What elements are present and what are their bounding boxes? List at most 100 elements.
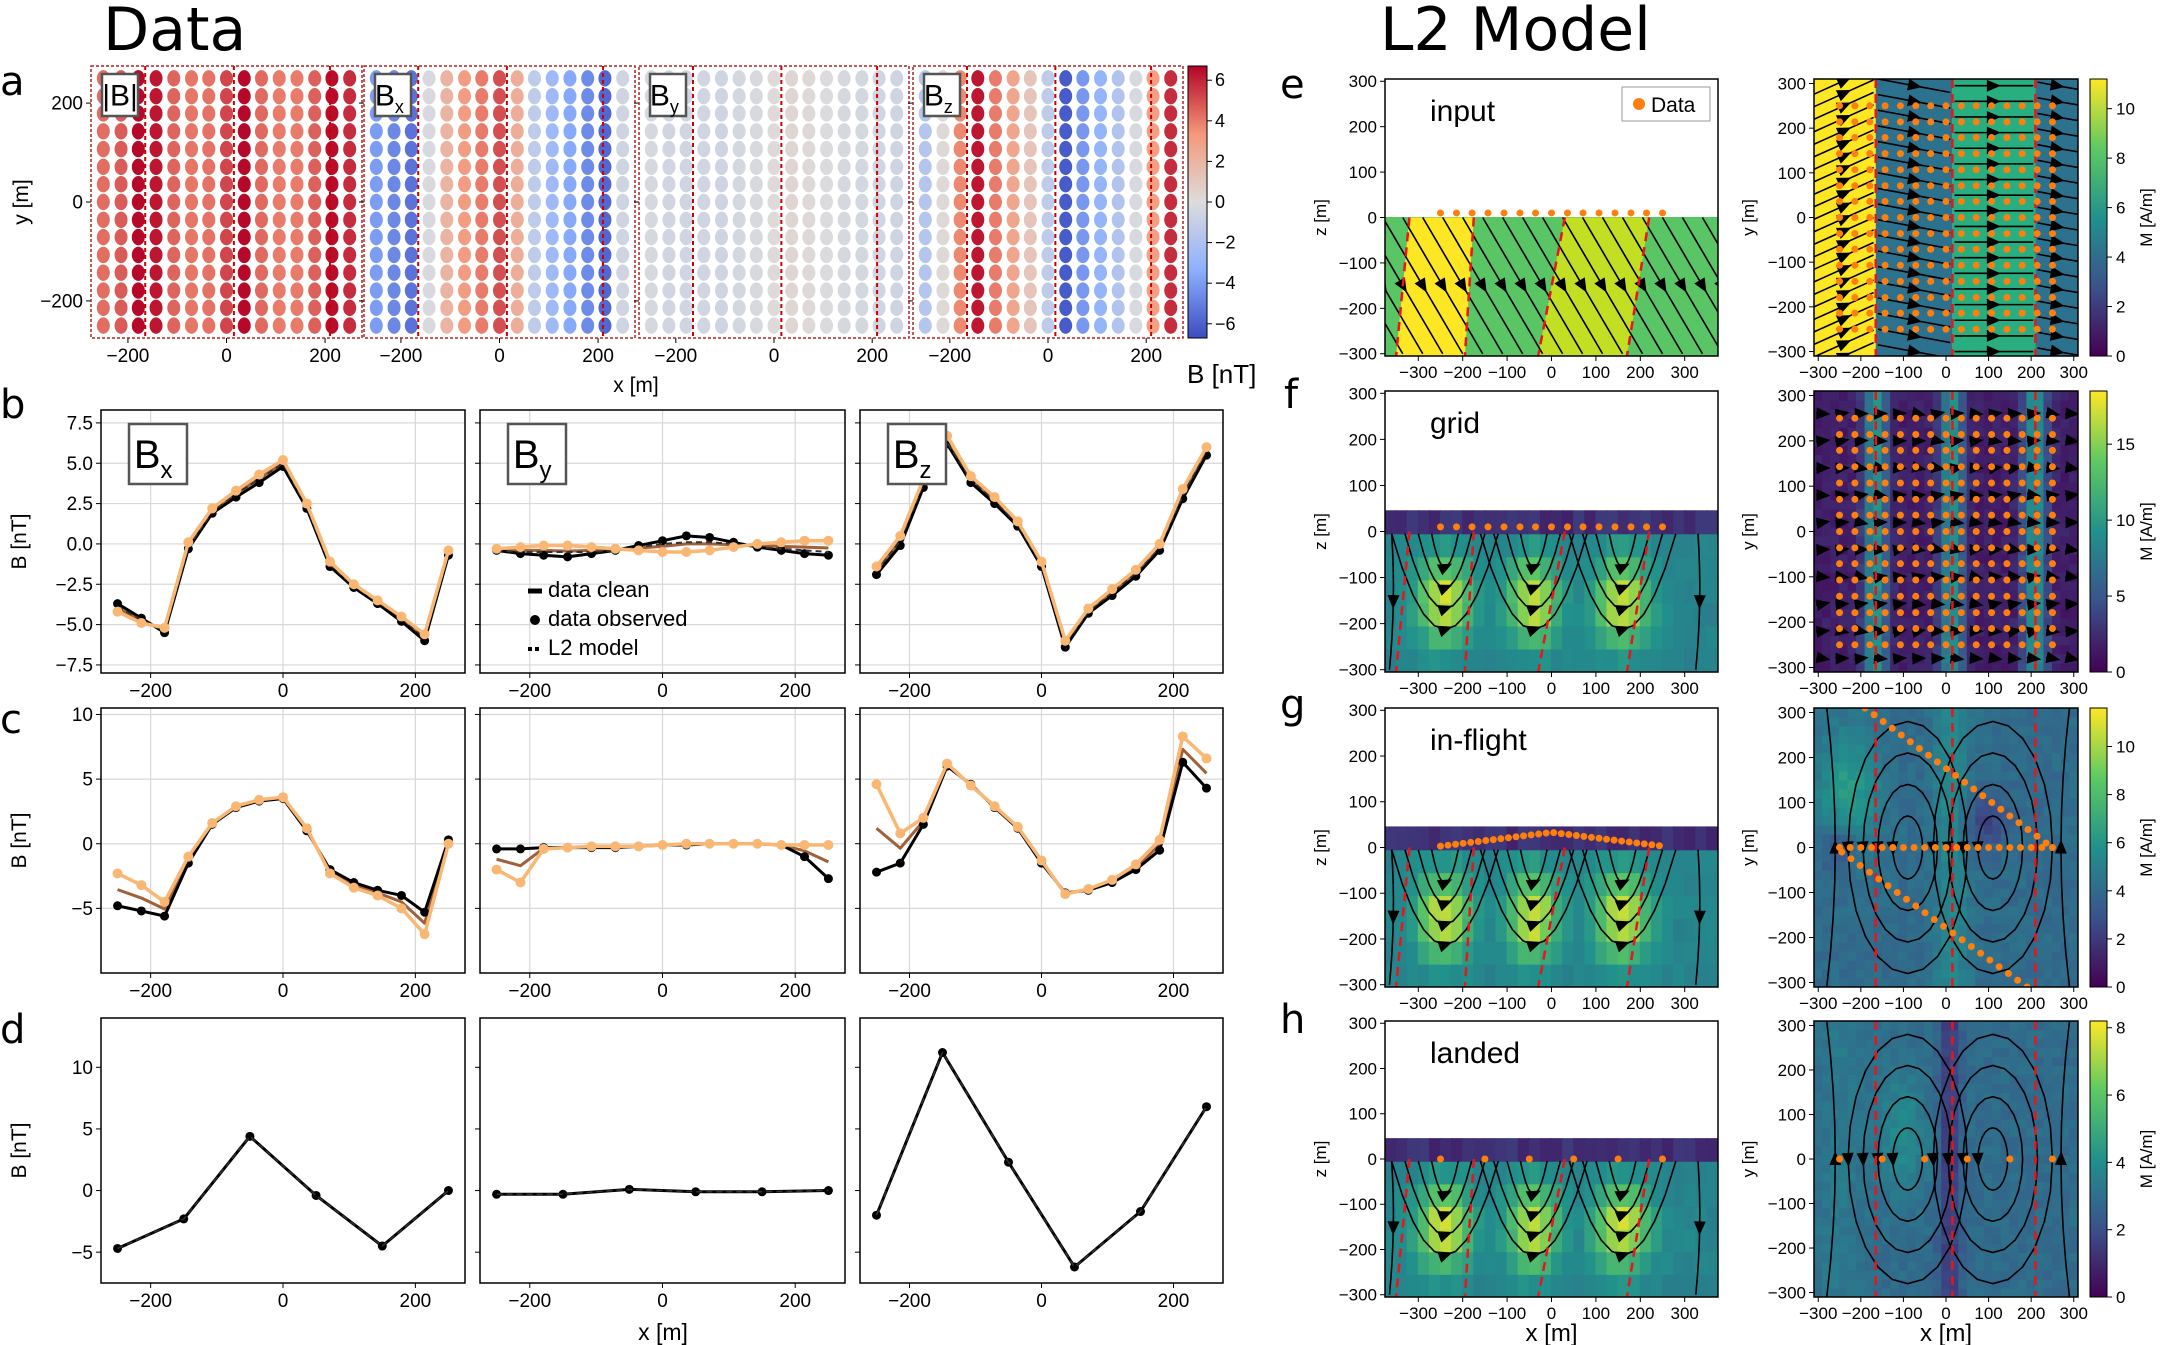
streamline-arrow: [2046, 516, 2061, 529]
magnetization-cell: [1907, 878, 1917, 889]
survey-point: [1896, 197, 1904, 205]
magnetization-cell: [1898, 959, 1909, 970]
magnetization-cell: [1584, 963, 1597, 987]
magnetization-cell: [1873, 788, 1883, 799]
data-dot: [1094, 246, 1108, 264]
data-dot: [458, 211, 472, 229]
data-dot: [1076, 87, 1090, 105]
data-dot: [785, 140, 799, 158]
magnetization-cell: [1814, 608, 1824, 619]
magnetization-cell: [1617, 533, 1630, 558]
magnetization-cell: [2034, 923, 2045, 934]
streamline-arrow: [1437, 605, 1453, 617]
magnetization-cell: [1992, 950, 2002, 961]
magnetization-cell: [1864, 851, 1875, 862]
x-tick-label: 0: [221, 346, 232, 367]
data-dot: [802, 211, 816, 229]
data-dot: [96, 299, 110, 317]
magnetization-cell: [1650, 963, 1663, 987]
magnetization-cell: [1573, 648, 1586, 672]
survey-point: [2003, 102, 2011, 110]
magnetization-cell: [1595, 963, 1608, 987]
magnetization-cell: [1992, 526, 2002, 537]
data-observed-point: [396, 903, 407, 914]
data-dot: [493, 317, 506, 334]
data-dot: [387, 264, 401, 281]
magnetization-cell: [1847, 923, 1858, 934]
data-dot: [272, 317, 286, 334]
data-dot: [290, 87, 304, 105]
magnetization-cell: [1975, 417, 1985, 428]
streamline-arrow: [1454, 277, 1467, 293]
streamline-arrow: [1930, 517, 1946, 530]
magnetization-cell: [1932, 481, 1943, 492]
magnetization-cell: [2043, 635, 2053, 646]
data-observed-point: [324, 556, 335, 567]
data-dot: [440, 299, 454, 317]
survey-point: [1881, 309, 1889, 317]
magnetization-cell: [1958, 499, 1968, 510]
data-dot: [953, 193, 967, 211]
magnetization-cell: [1881, 472, 1892, 483]
magnetization-cell: [1975, 472, 1985, 483]
magnetization-cell: [1673, 895, 1686, 919]
survey-point: [1836, 414, 1844, 422]
survey-point: [1866, 214, 1874, 221]
data-dot: [220, 211, 233, 229]
survey-point: [2033, 230, 2041, 238]
magnetization-cell: [1975, 896, 1985, 907]
data-dot: [1023, 175, 1037, 193]
data-dot: [714, 246, 728, 264]
magnetization-cell: [2026, 472, 2036, 483]
data-dot: [510, 211, 524, 229]
magnetization-cell: [2051, 562, 2062, 573]
magnetization-cell: [2017, 472, 2028, 483]
survey-point: [1927, 528, 1935, 535]
survey-point: [1836, 293, 1844, 301]
magnetization-cell: [1992, 932, 2002, 943]
survey-point: [1927, 293, 1935, 301]
data-dot: [936, 140, 950, 158]
magnetization-cell: [1932, 743, 1943, 754]
survey-point: [1532, 209, 1540, 217]
magnetization-cell: [2034, 878, 2045, 889]
survey-point: [1912, 197, 1920, 205]
x-tick-label: −200: [1444, 679, 1482, 698]
data-dot: [918, 140, 932, 158]
plot-area: [369, 66, 630, 338]
magnetization-cell: [1814, 499, 1824, 510]
magnetization-cell: [1941, 788, 1951, 799]
survey-point: [1579, 523, 1587, 531]
legend-entry: L2 model: [548, 635, 639, 660]
magnetization-cell: [2009, 815, 2019, 826]
data-dot: [475, 193, 489, 211]
data-dot: [581, 282, 595, 299]
survey-point: [1851, 102, 1859, 110]
streamline-arrow: [1436, 879, 1453, 891]
magnetization-cell: [1385, 895, 1397, 919]
magnetization-cell: [1941, 517, 1951, 528]
data-observed-point: [348, 882, 359, 893]
survey-point: [1988, 277, 1996, 285]
magnetization-cell: [1915, 914, 1926, 925]
magnetization-cell: [1539, 963, 1552, 987]
data-dot: [988, 246, 1002, 264]
magnetization-cell: [1983, 725, 1994, 736]
magnetization-cell: [1881, 391, 1892, 401]
x-tick-label: 200: [1626, 363, 1654, 382]
magnetization-cell: [2043, 453, 2053, 465]
magnetization-cell: [2026, 580, 2036, 591]
data-dot: [458, 317, 472, 334]
survey-point: [1866, 495, 1874, 503]
data-dot: [953, 246, 967, 264]
magnetization-cell: [1822, 426, 1832, 437]
streamline-arrow: [1816, 407, 1831, 420]
magnetization-cell: [1684, 872, 1697, 897]
data-dot: [440, 70, 454, 87]
survey-point: [2033, 309, 2041, 317]
x-tick-label: −200: [380, 346, 423, 367]
magnetization-cell: [2026, 553, 2036, 564]
colorbar-tick-label: 15: [2116, 435, 2135, 454]
y-tick-label: −100: [1339, 254, 1377, 273]
data-observed-point: [1083, 603, 1094, 614]
